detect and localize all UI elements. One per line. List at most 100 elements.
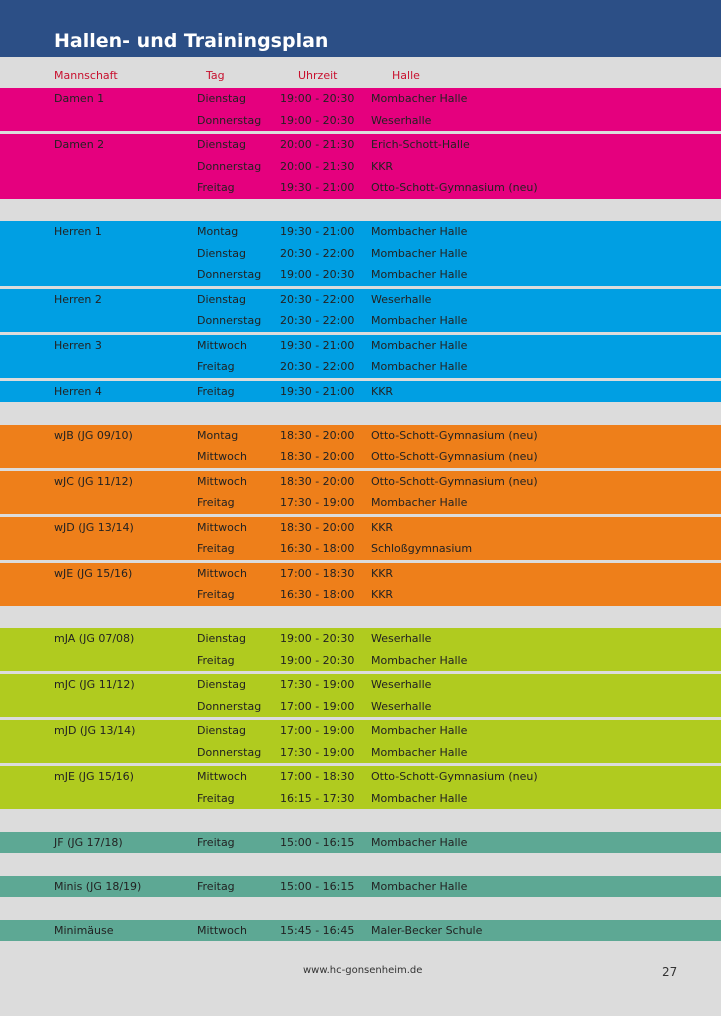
session-hall: KKR — [371, 159, 394, 173]
session-time: 18:30 - 20:00 — [280, 428, 355, 442]
team-band: JF (JG 17/18) Freitag 15:00 - 16:15 Mombach… — [0, 831, 721, 853]
session-time: 15:00 - 16:15 — [280, 835, 355, 849]
column-header-team: Mannschaft — [54, 69, 118, 82]
session-hall: Weserhalle — [371, 699, 432, 713]
session-day: Freitag — [197, 384, 235, 398]
session-day: Dienstag — [197, 138, 247, 151]
session-hall: Mombacher Halle — [371, 496, 468, 509]
column-header-day: Tag — [206, 69, 225, 82]
session-day: Dienstag — [197, 678, 247, 691]
team-band: Minis (JG 18/19) Freitag 15:00 - 16:15 Momb… — [0, 875, 721, 897]
session-day: Freitag — [197, 181, 235, 194]
team-band: Damen 1 Dienstag 19:00 - 20:30 Mombacher Ha… — [0, 88, 721, 131]
page-number: 27 — [662, 965, 678, 979]
team-band: mJD (JG 13/14) Dienstag 17:00 - 19:00 Momba… — [0, 720, 721, 763]
team-name: JF (JG 17/18) — [54, 835, 123, 849]
team-band: mJC (JG 11/12) Dienstag 17:30 - 19:00 Weser… — [0, 674, 721, 717]
session-time: 20:30 - 22:00 — [280, 360, 355, 373]
team-band: Herren 4 Freitag 19:30 - 21:00 KKR — [0, 380, 721, 402]
page-title: Hallen- und Trainingsplan — [54, 30, 329, 52]
session-hall: Weserhalle — [371, 678, 432, 691]
session-day: Freitag — [197, 835, 235, 849]
session-time: 17:00 - 18:30 — [280, 566, 355, 580]
session-day: Dienstag — [197, 92, 247, 105]
session-day: Freitag — [197, 791, 235, 805]
team-name: wJC (JG 11/12) — [54, 474, 133, 488]
session-hall: Otto-Schott-Gymnasium (neu) — [371, 181, 538, 194]
session-time: 20:00 - 21:30 — [280, 159, 355, 173]
team-name: Minimäuse — [54, 923, 114, 937]
session-hall: Weserhalle — [371, 292, 432, 306]
session-time: 17:00 - 18:30 — [280, 770, 355, 783]
session-day: Donnerstag — [197, 699, 262, 713]
session-day: Mittwoch — [197, 474, 247, 488]
session-hall: Otto-Schott-Gymnasium (neu) — [371, 450, 538, 463]
session-day: Dienstag — [197, 246, 247, 260]
session-time: 17:00 - 19:00 — [280, 699, 355, 713]
session-time: 18:30 - 20:00 — [280, 450, 355, 463]
session-time: 19:00 - 20:30 — [280, 632, 355, 645]
session-time: 20:00 - 21:30 — [280, 138, 355, 151]
session-hall: Schloßgymnasium — [371, 542, 473, 555]
team-name: Herren 1 — [54, 225, 102, 238]
session-time: 17:30 - 19:00 — [280, 678, 355, 691]
session-time: 19:30 - 21:00 — [280, 338, 355, 352]
team-name: Herren 3 — [54, 338, 102, 352]
session-day: Freitag — [197, 360, 235, 373]
team-name: Damen 2 — [54, 138, 105, 151]
session-hall: Mombacher Halle — [371, 653, 468, 667]
session-time: 17:30 - 19:00 — [280, 745, 355, 759]
session-time: 15:45 - 16:45 — [280, 923, 355, 937]
session-time: 15:00 - 16:15 — [280, 879, 355, 893]
team-name: Herren 4 — [54, 384, 102, 398]
session-day: Donnerstag — [197, 113, 262, 127]
team-band: wJD (JG 13/14) Mittwoch 18:30 - 20:00 KKR Fr… — [0, 516, 721, 560]
session-time: 20:30 - 22:00 — [280, 314, 355, 327]
session-hall: Erich-Schott-Halle — [371, 138, 470, 151]
session-day: Mittwoch — [197, 520, 247, 534]
session-hall: Mombacher Halle — [371, 268, 468, 281]
session-day: Freitag — [197, 653, 235, 667]
session-hall: Maler-Becker Schule — [371, 923, 483, 937]
team-band: Minimäuse Mittwoch 15:45 - 16:45 Maler-Beck… — [0, 919, 721, 941]
session-day: Donnerstag — [197, 268, 262, 281]
session-hall: Mombacher Halle — [371, 246, 468, 260]
session-hall: Mombacher Halle — [371, 338, 468, 352]
team-band: Herren 2 Dienstag 20:30 - 22:00 Weserhalle D… — [0, 288, 721, 332]
session-hall: Weserhalle — [371, 632, 432, 645]
session-hall: Mombacher Halle — [371, 835, 468, 849]
session-day: Donnerstag — [197, 159, 262, 173]
session-time: 17:30 - 19:00 — [280, 496, 355, 509]
session-time: 19:30 - 21:00 — [280, 225, 355, 238]
session-day: Freitag — [197, 879, 235, 893]
team-band: Herren 1 Montag 19:30 - 21:00 Mombacher Hal… — [0, 221, 721, 286]
session-day: Montag — [197, 225, 239, 238]
session-hall: Mombacher Halle — [371, 360, 468, 373]
session-hall: Mombacher Halle — [371, 724, 468, 737]
session-hall: Mombacher Halle — [371, 225, 468, 238]
team-band: wJB (JG 09/10) Montag 18:30 - 20:00 Otto-Sc… — [0, 424, 721, 468]
session-day: Dienstag — [197, 724, 247, 737]
team-band: mJA (JG 07/08) Dienstag 19:00 - 20:30 Weser… — [0, 628, 721, 671]
session-time: 19:30 - 21:00 — [280, 384, 355, 398]
session-day: Dienstag — [197, 292, 247, 306]
session-day: Freitag — [197, 542, 235, 555]
session-day: Mittwoch — [197, 566, 247, 580]
team-name: mJA (JG 07/08) — [54, 632, 135, 645]
team-name: Damen 1 — [54, 92, 105, 105]
team-name: wJD (JG 13/14) — [54, 520, 134, 534]
column-header-time: Uhrzeit — [298, 69, 338, 82]
team-band: wJC (JG 11/12) Mittwoch 18:30 - 20:00 Otto-… — [0, 470, 721, 514]
team-band: mJE (JG 15/16) Mittwoch 17:00 - 18:30 Otto-… — [0, 766, 721, 809]
session-day: Mittwoch — [197, 450, 247, 463]
session-time: 16:15 - 17:30 — [280, 791, 355, 805]
column-header-hall: Halle — [392, 69, 420, 82]
session-day: Mittwoch — [197, 338, 247, 352]
session-time: 20:30 - 22:00 — [280, 292, 355, 306]
session-time: 19:00 - 20:30 — [280, 653, 355, 667]
team-band: wJE (JG 15/16) Mittwoch 17:00 - 18:30 KKR Fr… — [0, 562, 721, 606]
session-time: 17:00 - 19:00 — [280, 724, 355, 737]
team-name: Herren 2 — [54, 292, 102, 306]
session-hall: Mombacher Halle — [371, 791, 468, 805]
team-name: mJD (JG 13/14) — [54, 724, 136, 737]
